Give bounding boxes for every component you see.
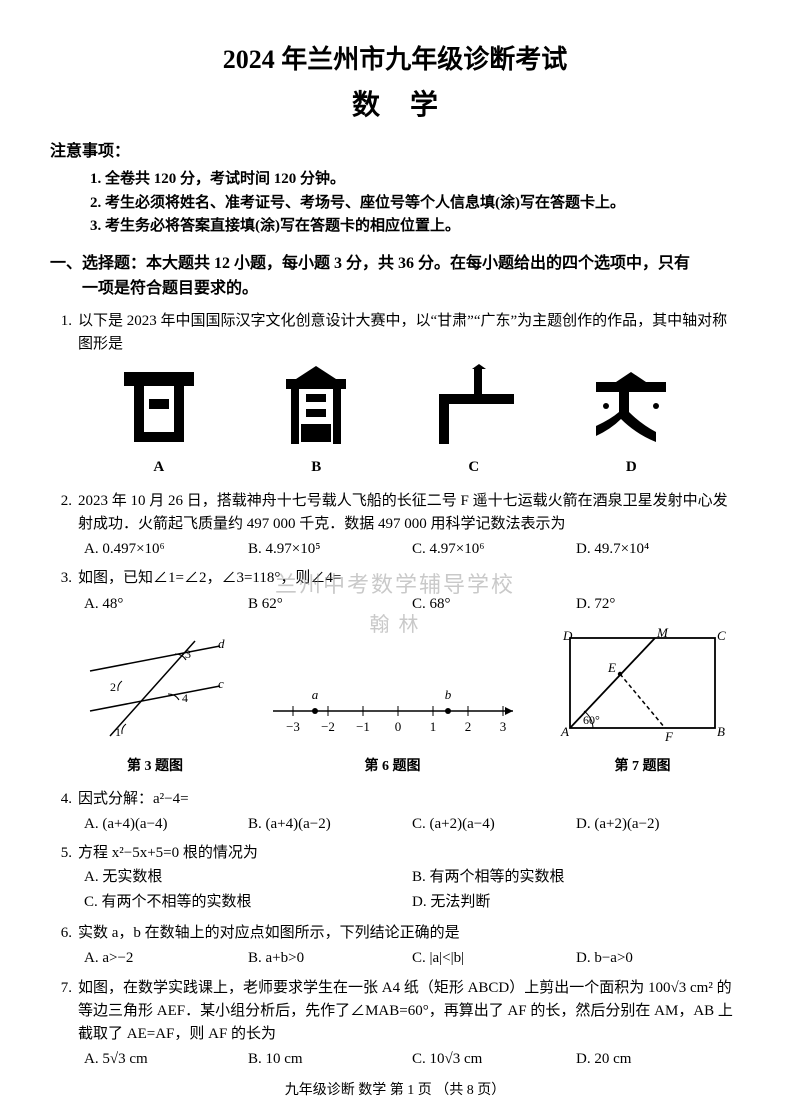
q4-option-c: C. (a+2)(a−4) <box>412 813 576 836</box>
q2-stem: 2023 年 10 月 26 日，搭载神舟十七号载人飞船的长征二号 F 遥十七运… <box>78 490 740 537</box>
svg-text:A: A <box>560 724 569 739</box>
figure-6: −3 −2 −1 0 1 2 3 a b 第 6 题图 <box>263 666 523 778</box>
q5-option-b: B. 有两个相等的实数根 <box>412 866 740 889</box>
section-1-line2: 一项是符合题目要求的。 <box>50 277 740 302</box>
q2-option-b: B. 4.97×10⁵ <box>248 538 412 561</box>
q1-stem: 以下是 2023 年中国国际汉字文化创意设计大赛中，以“甘肃”“广东”为主题创作… <box>78 310 740 357</box>
q4-stem: 因式分解：a²−4= <box>78 788 740 811</box>
question-6: 6. 实数 a，b 在数轴上的对应点如图所示，下列结论正确的是 A. a>−2 … <box>50 922 740 971</box>
q5-option-d: D. 无法判断 <box>412 891 740 914</box>
svg-text:F: F <box>664 729 674 744</box>
q3-option-d: D. 72° <box>576 593 740 616</box>
q3-option-c: C. 68° <box>412 593 576 616</box>
notice-item-1: 1. 全卷共 120 分，考试时间 120 分钟。 <box>50 168 740 191</box>
q1-label-b: B <box>261 456 371 479</box>
q7-stem: 如图，在数学实践课上，老师要求学生在一张 A4 纸（矩形 ABCD）上剪出一个面… <box>78 977 740 1047</box>
section-1-line1: 一、选择题：本大题共 12 小题，每小题 3 分，共 36 分。在每小题给出的四… <box>50 255 690 272</box>
q1-number: 1. <box>50 310 78 357</box>
notice-heading: 注意事项： <box>50 140 740 165</box>
svg-text:B: B <box>717 724 725 739</box>
q1-figure-a <box>104 364 214 454</box>
q6-option-a: A. a>−2 <box>84 947 248 970</box>
svg-text:b: b <box>444 687 451 702</box>
exam-title: 2024 年兰州市九年级诊断考试 <box>50 40 740 80</box>
q2-number: 2. <box>50 490 78 537</box>
question-1: 1. 以下是 2023 年中国国际汉字文化创意设计大赛中，以“甘肃”“广东”为主… <box>50 310 740 484</box>
svg-text:1: 1 <box>429 719 436 734</box>
q1-options-row: A B C D <box>50 356 740 483</box>
q6-number: 6. <box>50 922 78 945</box>
q7-number: 7. <box>50 977 78 1047</box>
q4-option-d: D. (a+2)(a−2) <box>576 813 740 836</box>
svg-text:2: 2 <box>464 719 471 734</box>
notice-item-2: 2. 考生必须将姓名、准考证号、考场号、座位号等个人信息填(涂)写在答题卡上。 <box>50 192 740 215</box>
q7-option-c: C. 10√3 cm <box>412 1048 576 1071</box>
q7-option-b: B. 10 cm <box>248 1048 412 1071</box>
figure-7-caption: 第 7 题图 <box>555 756 730 778</box>
q2-option-a: A. 0.497×10⁶ <box>84 538 248 561</box>
svg-text:d: d <box>218 636 225 651</box>
figure-7: D C A B M E F 60° 第 7 题图 <box>555 626 730 778</box>
q1-label-c: C <box>419 456 529 479</box>
q5-option-c: C. 有两个不相等的实数根 <box>84 891 412 914</box>
svg-text:60°: 60° <box>583 713 600 727</box>
svg-text:D: D <box>562 628 573 643</box>
q3-option-a: A. 48° <box>84 593 248 616</box>
subject-title: 数学 <box>50 84 740 127</box>
svg-text:−2: −2 <box>321 719 335 734</box>
q4-option-b: B. (a+4)(a−2) <box>248 813 412 836</box>
q2-option-c: C. 4.97×10⁶ <box>412 538 576 561</box>
q7-option-d: D. 20 cm <box>576 1048 740 1071</box>
q6-option-d: D. b−a>0 <box>576 947 740 970</box>
notice-item-3: 3. 考生务必将答案直接填(涂)写在答题卡的相应位置上。 <box>50 215 740 238</box>
svg-text:4: 4 <box>182 691 188 705</box>
q6-option-b: B. a+b>0 <box>248 947 412 970</box>
q6-option-c: C. |a|<|b| <box>412 947 576 970</box>
section-1-heading: 一、选择题：本大题共 12 小题，每小题 3 分，共 36 分。在每小题给出的四… <box>50 252 740 302</box>
svg-text:−1: −1 <box>356 719 370 734</box>
svg-text:0: 0 <box>394 719 401 734</box>
question-3: 3. 如图，已知∠1=∠2，∠3=118°，则∠4= A. 48° B 62° … <box>50 567 740 616</box>
q3-number: 3. <box>50 567 78 590</box>
q3-option-b: B 62° <box>248 593 412 616</box>
svg-text:c: c <box>218 676 224 691</box>
question-4: 4. 因式分解：a²−4= A. (a+4)(a−4) B. (a+4)(a−2… <box>50 788 740 837</box>
q1-figure-c <box>419 364 529 454</box>
q7-option-a: A. 5√3 cm <box>84 1048 248 1071</box>
figure-3: d c 3 4 2 1 第 3 题图 <box>80 636 230 778</box>
q1-figure-b <box>261 364 371 454</box>
q4-number: 4. <box>50 788 78 811</box>
q5-option-a: A. 无实数根 <box>84 866 412 889</box>
q2-option-d: D. 49.7×10⁴ <box>576 538 740 561</box>
svg-text:2: 2 <box>110 680 116 694</box>
svg-text:E: E <box>607 660 616 675</box>
q1-figure-d <box>576 364 686 454</box>
svg-text:M: M <box>656 626 669 640</box>
q1-label-a: A <box>104 456 214 479</box>
figure-3-caption: 第 3 题图 <box>80 756 230 778</box>
figures-row: d c 3 4 2 1 第 3 题图 −3 −2 −1 0 1 2 3 <box>80 626 730 778</box>
svg-text:C: C <box>717 628 726 643</box>
figure-6-caption: 第 6 题图 <box>263 756 523 778</box>
q1-label-d: D <box>576 456 686 479</box>
question-2: 2. 2023 年 10 月 26 日，搭载神舟十七号载人飞船的长征二号 F 遥… <box>50 490 740 562</box>
q5-stem: 方程 x²−5x+5=0 根的情况为 <box>78 842 740 865</box>
page-footer: 九年级诊断 数学 第 1 页 （共 8 页） <box>0 1080 790 1102</box>
q6-stem: 实数 a，b 在数轴上的对应点如图所示，下列结论正确的是 <box>78 922 740 945</box>
svg-text:a: a <box>311 687 318 702</box>
svg-text:3: 3 <box>499 719 506 734</box>
q3-stem: 如图，已知∠1=∠2，∠3=118°，则∠4= <box>78 567 740 590</box>
svg-text:1: 1 <box>115 725 121 739</box>
q5-number: 5. <box>50 842 78 865</box>
question-5: 5. 方程 x²−5x+5=0 根的情况为 A. 无实数根 B. 有两个相等的实… <box>50 842 740 916</box>
q4-option-a: A. (a+4)(a−4) <box>84 813 248 836</box>
question-7: 7. 如图，在数学实践课上，老师要求学生在一张 A4 纸（矩形 ABCD）上剪出… <box>50 977 740 1072</box>
svg-text:−3: −3 <box>286 719 300 734</box>
